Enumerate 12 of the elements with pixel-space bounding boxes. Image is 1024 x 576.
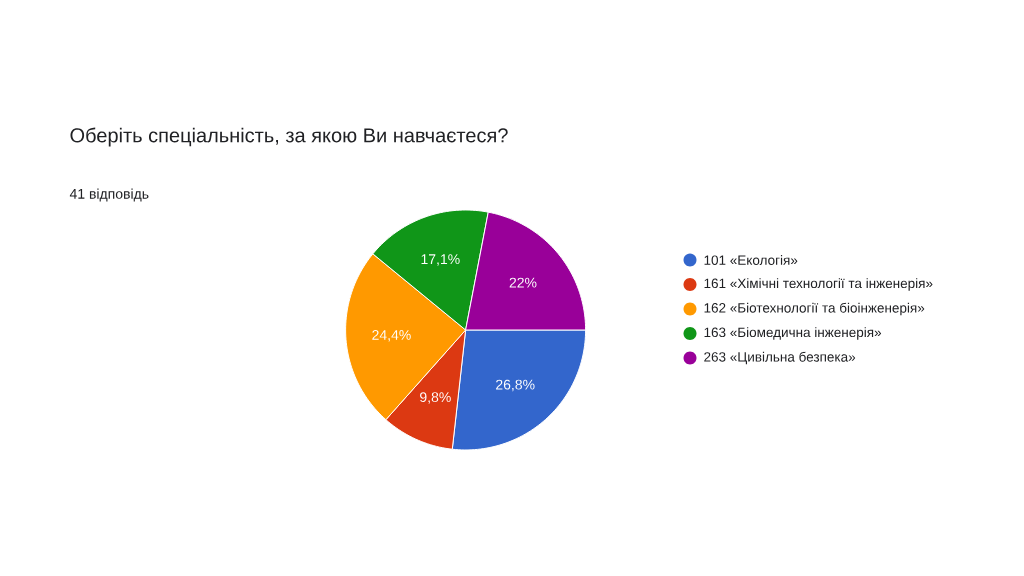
data-label: 9,8% <box>420 392 451 404</box>
data-label: 26,8% <box>496 379 535 392</box>
legend-label: 161 «Хімічні технології та інженерія» <box>704 278 933 291</box>
data-label: 17,1% <box>421 254 460 266</box>
legend-label: 163 «Біомедична інженерія» <box>704 327 882 340</box>
data-label: 24,4% <box>372 330 411 342</box>
legend-label: 101 «Екологія» <box>704 255 798 265</box>
legend-label: 263 «Цивільна безпека» <box>704 351 856 365</box>
legend-label: 162 «Біотехнології та біоінженерія» <box>704 302 925 316</box>
chart-title: Оберіть спеціальність, за якою Ви навчаєтеся? <box>70 127 508 147</box>
data-label: 22% <box>509 277 537 288</box>
text: 41 відповідь <box>69 188 149 202</box>
